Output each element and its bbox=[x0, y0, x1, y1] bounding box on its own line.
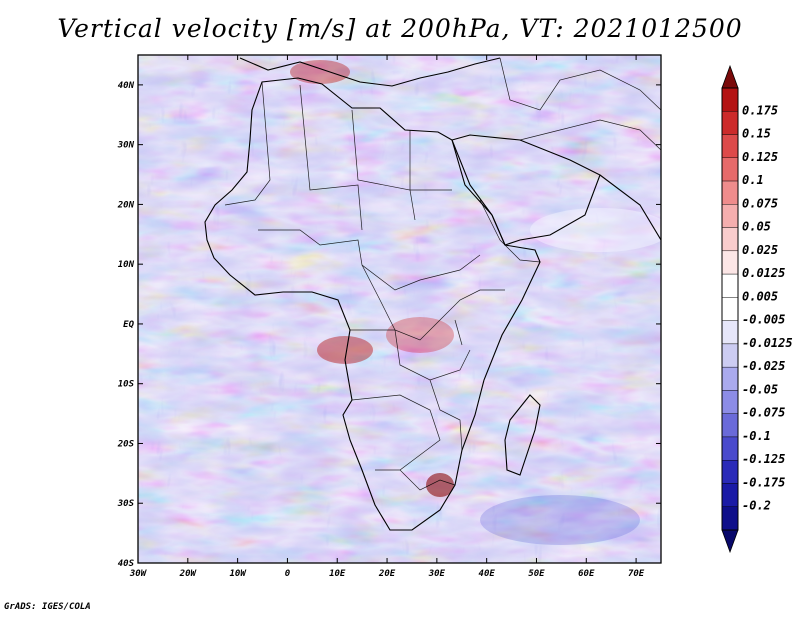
lat-tick-label: 20S bbox=[117, 439, 135, 449]
lat-tick-label: 20N bbox=[117, 200, 135, 210]
colorbar-bin bbox=[721, 436, 739, 461]
colorbar-bin bbox=[721, 460, 739, 484]
ascent-patch bbox=[426, 473, 454, 497]
colorbar-bin bbox=[721, 227, 739, 252]
colorbar-bin bbox=[721, 413, 739, 438]
ascent-patch bbox=[290, 60, 350, 84]
colorbar-bin bbox=[721, 87, 739, 112]
map-title: Vertical velocity [m/s] at 200hPa, VT: 2… bbox=[57, 14, 743, 43]
colorbar-label: -0.005 bbox=[742, 313, 785, 327]
lon-tick-label: 10W bbox=[229, 569, 247, 579]
colorbar: 0.175 0.15 0.125 0.1 0.075 0.05 0.025 0.0125 0.0… bbox=[721, 64, 793, 554]
colorbar-label: 0.025 bbox=[742, 243, 778, 257]
europe-coast bbox=[239, 57, 501, 87]
colorbar-label: 0.075 bbox=[742, 196, 778, 210]
colorbar-label: -0.2 bbox=[742, 499, 771, 513]
lon-tick-label: 10E bbox=[329, 569, 346, 579]
colorbar-label: 0.1 bbox=[742, 173, 764, 187]
country-borders bbox=[224, 57, 661, 491]
colorbar-frame bbox=[721, 87, 739, 531]
colorbar-label: 0.175 bbox=[742, 103, 778, 117]
colorbar-label: -0.075 bbox=[742, 406, 785, 420]
lon-tick-label: 50E bbox=[528, 569, 545, 579]
plot-frame bbox=[137, 54, 662, 564]
lon-tick-label: 20W bbox=[179, 569, 198, 579]
colorbar-top-arrow bbox=[721, 64, 739, 89]
lon-tick-label: 70E bbox=[628, 569, 645, 579]
descent-patch bbox=[480, 495, 640, 545]
grads-credit: GrADS: IGES/COLA bbox=[4, 602, 91, 612]
colorbar-label: -0.1 bbox=[742, 429, 771, 443]
lon-tick-label: 30W bbox=[129, 569, 148, 579]
lat-tick-label: 30S bbox=[117, 499, 135, 509]
colorbar-bin bbox=[721, 134, 739, 158]
colorbar-label: 0.005 bbox=[742, 289, 778, 303]
descent-patch bbox=[530, 208, 661, 252]
arabia-coast bbox=[451, 134, 601, 246]
longitude-axis: 30W 20W 10W 0 10E 20E 30E 40E 50E 60E 70E bbox=[129, 55, 645, 579]
colorbar-bin bbox=[721, 204, 739, 228]
lat-tick-label: 40N bbox=[118, 81, 135, 91]
colorbar-label: 0.125 bbox=[742, 150, 778, 164]
colorbar-bin bbox=[721, 157, 739, 182]
latitude-axis: 40N 30N 20N 10N EQ 10S 20S 30S 40S bbox=[117, 81, 661, 569]
ascent-patch bbox=[386, 317, 454, 353]
colorbar-label: -0.175 bbox=[742, 475, 785, 489]
lat-tick-label: 40S bbox=[118, 559, 135, 569]
colorbar-bin bbox=[721, 506, 739, 531]
colorbar-bin bbox=[721, 297, 739, 321]
lat-tick-label: 10S bbox=[118, 380, 135, 390]
colorbar-label: -0.0125 bbox=[742, 336, 793, 350]
colorbar-bin bbox=[721, 483, 739, 507]
madagascar-coast bbox=[504, 394, 541, 476]
colorbar-bin bbox=[721, 320, 739, 345]
colorbar-bin bbox=[721, 390, 739, 414]
colorbar-bin bbox=[721, 343, 739, 368]
asia-coast bbox=[599, 174, 661, 241]
ascent-patch bbox=[317, 336, 373, 364]
colorbar-label: -0.025 bbox=[742, 359, 785, 373]
lon-tick-label: 40E bbox=[479, 569, 496, 579]
lon-tick-label: 30E bbox=[428, 569, 446, 579]
velocity-field bbox=[138, 55, 661, 563]
colorbar-label: -0.125 bbox=[742, 452, 785, 466]
colorbar-label: 0.15 bbox=[742, 127, 771, 141]
colorbar-bin bbox=[721, 180, 739, 205]
colorbar-bin bbox=[721, 250, 739, 275]
colorbar-label: 0.05 bbox=[742, 220, 771, 234]
lon-tick-label: 20E bbox=[378, 569, 396, 579]
lon-tick-label: 60E bbox=[578, 569, 595, 579]
map-figure: 40N 30N 20N 10N EQ 10S 20S 30S 40S 30W 20W 10W 0 10E… bbox=[117, 54, 793, 579]
colorbar-label: -0.05 bbox=[742, 382, 778, 396]
lon-tick-label: 0 bbox=[285, 569, 291, 579]
colorbar-bin bbox=[721, 366, 739, 391]
colorbar-bottom-arrow bbox=[721, 529, 739, 554]
lat-tick-label: EQ bbox=[123, 320, 134, 330]
lat-tick-label: 10N bbox=[118, 260, 135, 270]
colorbar-label: 0.0125 bbox=[742, 266, 785, 280]
lat-tick-label: 30N bbox=[117, 141, 135, 151]
colorbar-bin bbox=[721, 111, 739, 135]
colorbar-bin bbox=[721, 273, 739, 298]
